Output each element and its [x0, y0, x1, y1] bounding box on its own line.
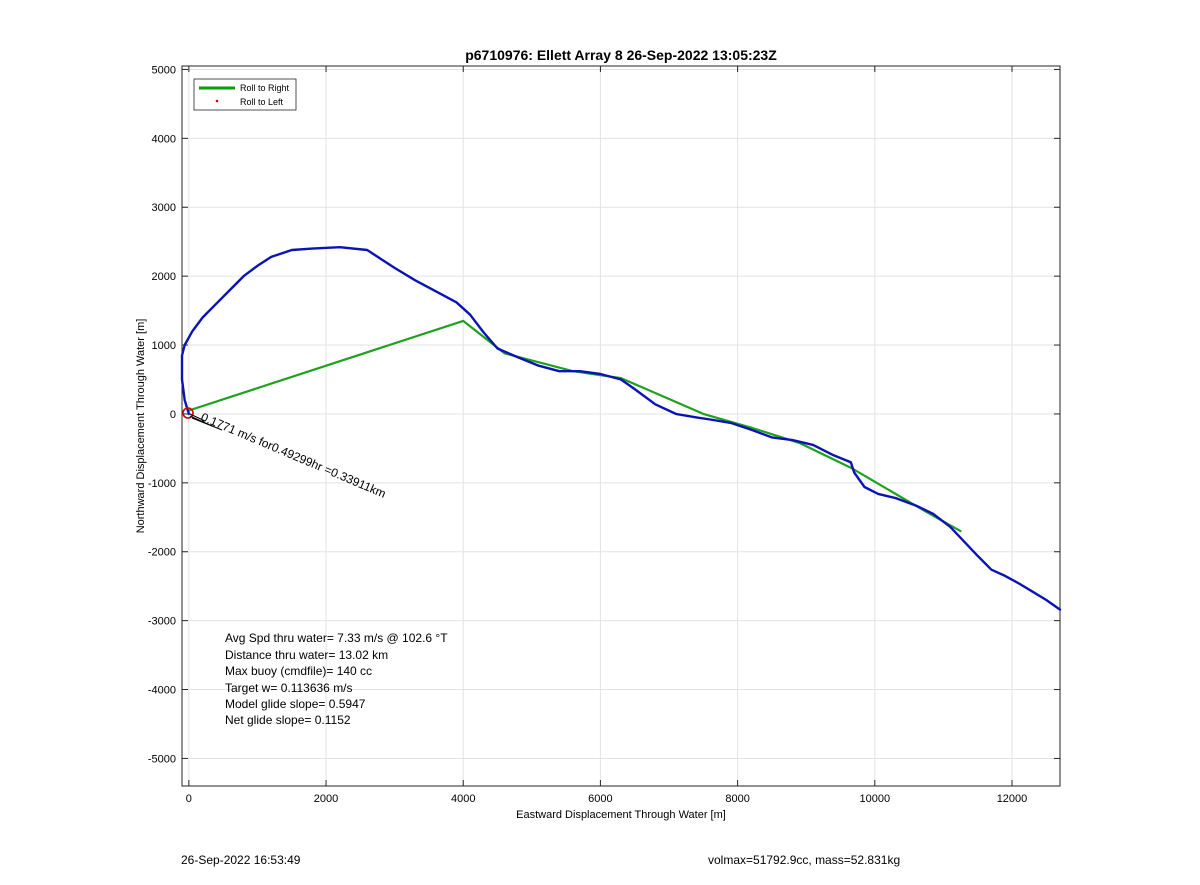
stat-avg-speed: Avg Spd thru water= 7.33 m/s @ 102.6 °T [225, 631, 448, 645]
x-tick-label: 8000 [725, 793, 749, 805]
legend-box [193, 78, 297, 111]
x-tick-label: 0 [186, 793, 192, 805]
stat-target-w: Target w= 0.113636 m/s [225, 681, 353, 695]
y-tick-label: 2000 [152, 271, 176, 283]
x-tick-label: 6000 [588, 793, 612, 805]
drift-origin-circle [182, 407, 194, 419]
x-axis: 0 2000 4000 6000 8000 10000 12000 [186, 66, 1027, 805]
surface-drift-label: 0.1771 m/s for0.49299hr =0.33911km [199, 410, 388, 501]
x-axis-label: Eastward Displacement Through Water [m] [516, 809, 726, 821]
series-line-track [180, 246, 1062, 611]
series-line-roll-right [187, 319, 962, 533]
y-tick-label: 4000 [152, 133, 176, 145]
stats-annotations: Avg Spd thru water= 7.33 m/s @ 102.6 °T … [225, 631, 448, 727]
legend-label-roll-right: Roll to Right [240, 83, 290, 93]
y-tick-label: 1000 [152, 340, 176, 352]
drift-tick-1 [189, 413, 206, 422]
data-series [180, 246, 1062, 611]
plot-area [181, 65, 1061, 787]
chart-title: p6710976: Ellett Array 8 26-Sep-2022 13:… [465, 47, 777, 63]
y-axis: 5000 4000 3000 2000 1000 0 -1000 -2000 -3000 -400… [148, 64, 1060, 765]
y-tick-label: 5000 [152, 64, 176, 76]
stat-net-glide-slope: Net glide slope= 0.1152 [225, 713, 351, 727]
y-tick-label: -2000 [148, 547, 176, 559]
stat-distance: Distance thru water= 13.02 km [225, 648, 388, 662]
stat-model-glide-slope: Model glide slope= 0.5947 [225, 697, 366, 711]
y-tick-label: -3000 [148, 616, 176, 628]
drift-tick-3 [191, 417, 223, 431]
x-tick-label: 2000 [314, 793, 338, 805]
stat-max-buoy: Max buoy (cmdfile)= 140 cc [225, 664, 372, 678]
legend-dot-roll-left [215, 99, 219, 103]
footer-timestamp: 26-Sep-2022 16:53:49 [181, 853, 301, 867]
legend: Roll to Right Roll to Left [193, 78, 297, 111]
grid-lines [182, 66, 1060, 786]
y-tick-label: -1000 [148, 478, 176, 490]
y-axis-label: Northward Displacement Through Water [m] [135, 319, 147, 534]
x-tick-label: 12000 [997, 793, 1028, 805]
x-tick-label: 10000 [860, 793, 891, 805]
y-tick-label: 3000 [152, 202, 176, 214]
y-tick-label: 0 [170, 409, 176, 421]
legend-label-roll-left: Roll to Left [240, 97, 284, 107]
y-tick-label: -4000 [148, 685, 176, 697]
footer-vol-mass: volmax=51792.9cc, mass=52.831kg [708, 853, 901, 867]
surface-drift-marker: 0.1771 m/s for0.49299hr =0.33911km [182, 407, 388, 501]
y-tick-label: -5000 [148, 753, 176, 765]
x-tick-label: 4000 [451, 793, 475, 805]
